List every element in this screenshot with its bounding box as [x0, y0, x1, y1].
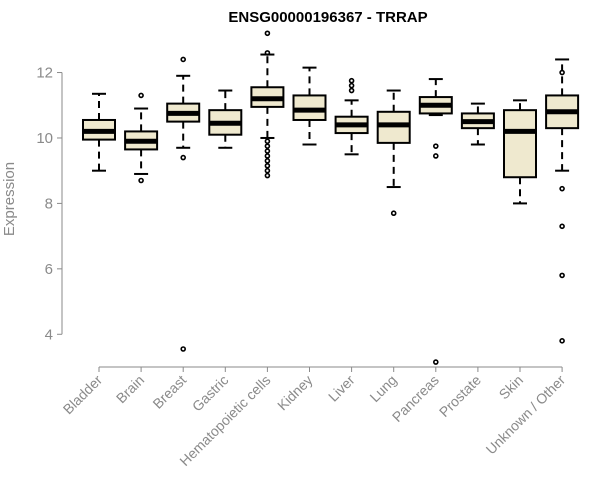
chart-title: ENSG00000196367 - TRRAP	[228, 9, 427, 26]
outlier-point	[264, 30, 271, 37]
outlier-point	[348, 87, 355, 94]
box-breast	[166, 56, 201, 352]
y-tick-label: 6	[45, 261, 53, 278]
y-tick-label: 10	[36, 130, 53, 147]
box-hematopoietic-cells	[250, 30, 285, 179]
category-label: Pancreas	[389, 372, 442, 425]
outlier-point	[559, 69, 565, 76]
box-bladder	[82, 92, 116, 172]
category-label: Unknown / Other	[483, 372, 569, 458]
outlier-point	[264, 167, 271, 174]
box-skin	[503, 99, 537, 205]
outlier-point	[180, 56, 186, 63]
y-tick-label: 12	[36, 65, 53, 82]
outlier-point	[559, 223, 565, 230]
outlier-point	[348, 82, 355, 89]
y-tick-label: 8	[45, 195, 53, 212]
outlier-point	[559, 185, 565, 192]
outlier-point	[432, 359, 439, 365]
box-pancreas	[418, 78, 453, 365]
outlier-point	[559, 272, 565, 279]
box-gastric	[208, 89, 243, 149]
box-prostate	[460, 102, 495, 146]
category-label: Kidney	[274, 372, 316, 414]
box-unknown-other	[545, 58, 580, 344]
box-kidney	[292, 66, 327, 146]
outlier-point	[432, 143, 439, 149]
outlier-point	[264, 162, 271, 169]
category-label: Skin	[496, 372, 527, 403]
category-label: Prostate	[436, 372, 484, 420]
outlier-point	[138, 177, 144, 184]
box-brain	[124, 92, 159, 184]
outlier-point	[264, 138, 271, 145]
outlier-point	[348, 77, 355, 84]
category-label: Bladder	[60, 372, 106, 418]
category-label: Lung	[366, 372, 399, 405]
box-lung	[376, 89, 411, 217]
outlier-point	[138, 92, 144, 99]
outlier-point	[180, 346, 186, 352]
outlier-point	[390, 210, 397, 217]
outlier-point	[264, 158, 271, 164]
y-tick-label: 4	[45, 326, 53, 343]
category-label: Liver	[325, 372, 358, 405]
interquartile-box	[503, 109, 537, 179]
y-axis-label: Expression	[1, 162, 18, 236]
outlier-point	[180, 154, 186, 161]
outlier-point	[264, 50, 271, 56]
category-label: Breast	[149, 372, 189, 412]
outlier-point	[432, 153, 439, 159]
category-label: Brain	[113, 372, 147, 406]
outlier-point	[264, 143, 271, 149]
outlier-point	[559, 338, 565, 344]
box-series	[82, 30, 580, 365]
outlier-point	[264, 148, 271, 154]
outlier-point	[264, 153, 271, 159]
y-axis: 4 6 8 10 12	[36, 65, 63, 343]
outlier-point	[264, 172, 271, 179]
box-liver	[334, 77, 369, 156]
